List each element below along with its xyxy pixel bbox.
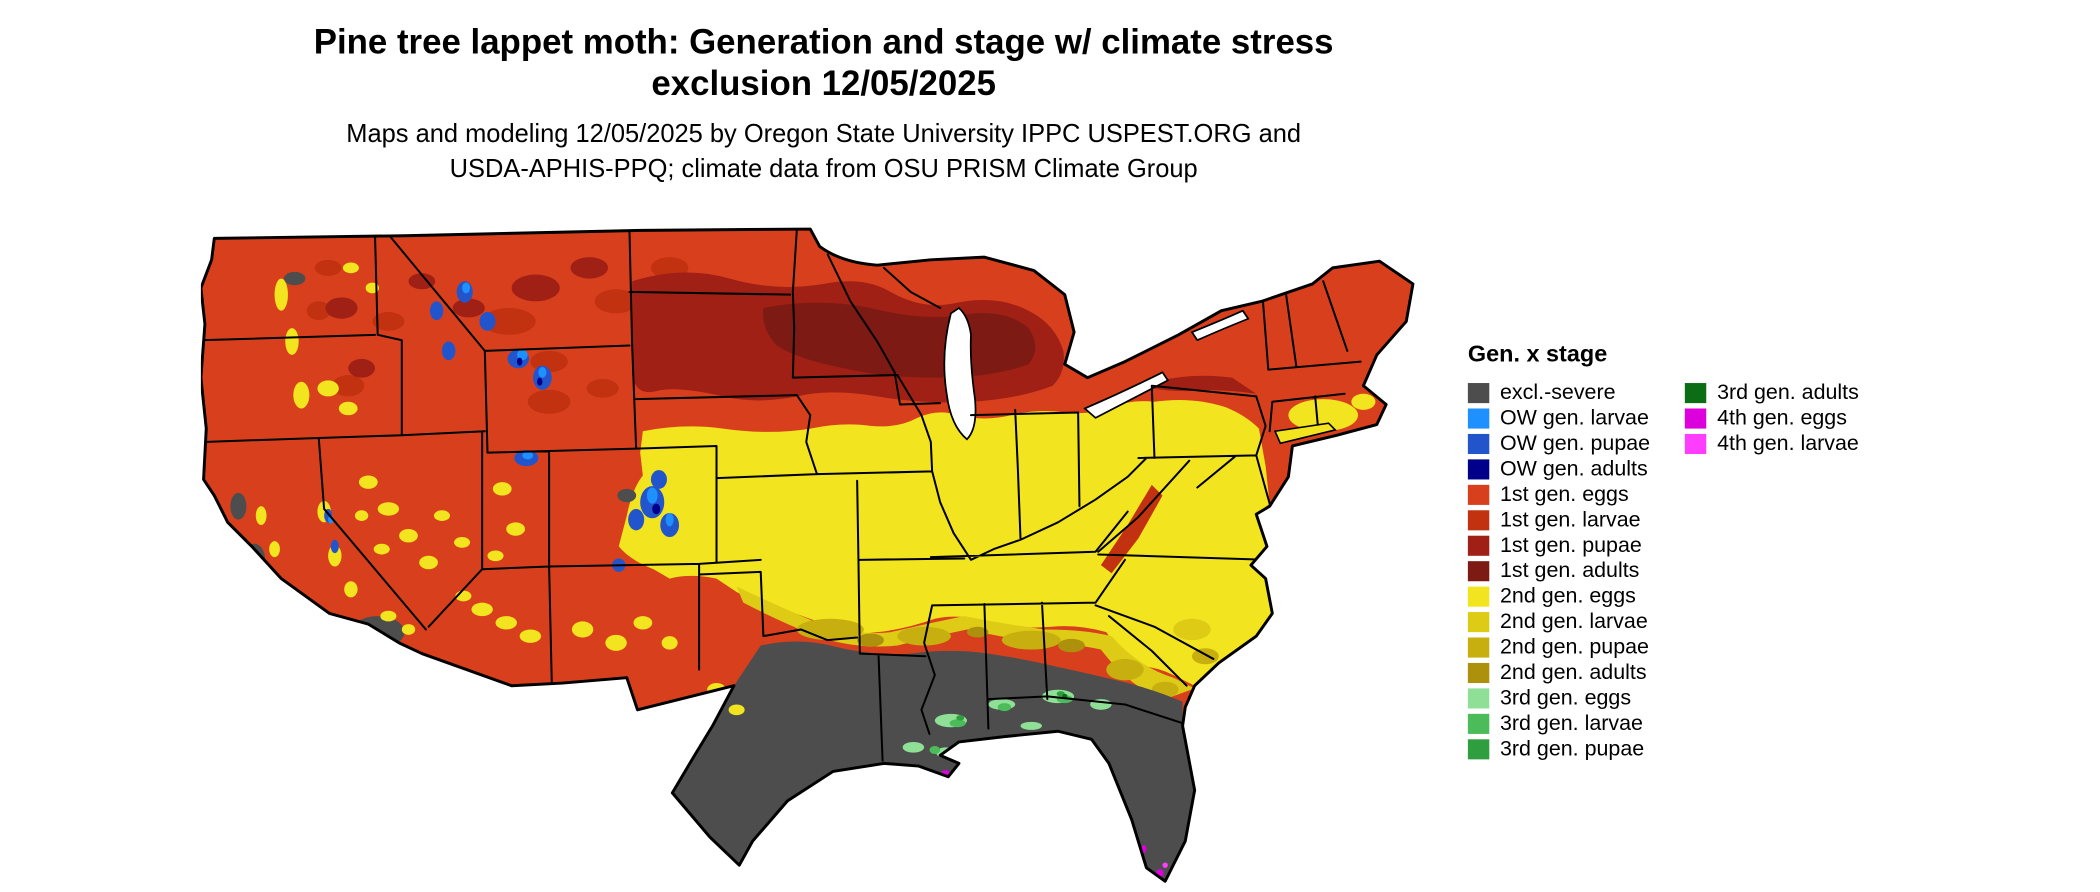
- legend-swatch: [1684, 408, 1707, 429]
- legend-swatch: [1467, 612, 1490, 633]
- legend-swatch: [1467, 688, 1490, 709]
- zone-2nd-gen-adults: [857, 626, 1085, 653]
- legend-label: 2nd gen. adults: [1500, 660, 1647, 684]
- us-map-container: [199, 227, 1426, 892]
- legend-swatch: [1467, 510, 1490, 531]
- title-line-2: exclusion 12/05/2025: [651, 62, 996, 104]
- zone-west-yellow-speckles: [255, 262, 745, 716]
- legend-swatch: [1467, 408, 1490, 429]
- zone-2nd-gen-eggs: [618, 393, 1376, 686]
- legend: Gen. x stage excl.-severe OW gen. larvae…: [1467, 340, 2057, 762]
- legend-title: Gen. x stage: [1467, 340, 1608, 367]
- subtitle-line-2: USDA-APHIS-PPQ; climate data from OSU PR…: [449, 155, 1198, 184]
- legend-swatch: [1467, 713, 1490, 734]
- legend-swatch: [1467, 484, 1490, 505]
- legend-label: 4th gen. eggs: [1717, 406, 1847, 430]
- legend-item: OW gen. larvae: [1467, 406, 1650, 431]
- legend-label: 3rd gen. eggs: [1500, 686, 1632, 710]
- legend-label: 1st gen. larvae: [1500, 508, 1641, 532]
- legend-item: 2nd gen. pupae: [1467, 635, 1650, 660]
- legend-swatch: [1467, 739, 1490, 760]
- legend-label: excl.-severe: [1500, 381, 1616, 404]
- legend-label: 1st gen. eggs: [1500, 482, 1629, 506]
- legend-swatch: [1467, 433, 1490, 455]
- legend-swatch: [1467, 535, 1490, 556]
- legend-item: 1st gen. pupae: [1467, 533, 1650, 558]
- legend-item: 4th gen. larvae: [1684, 431, 1859, 456]
- legend-item: excl.-severe: [1467, 380, 1650, 405]
- legend-item: 3rd gen. adults: [1684, 380, 1859, 405]
- legend-label: 2nd gen. pupae: [1500, 635, 1649, 659]
- zone-ow-gen-adults: [516, 357, 661, 515]
- figure-header: Pine tree lappet moth: Generation and st…: [0, 21, 1647, 186]
- legend-item: 2nd gen. larvae: [1467, 609, 1650, 634]
- lake-michigan: [943, 306, 977, 441]
- legend-label: 2nd gen. eggs: [1500, 584, 1636, 608]
- legend-swatch: [1467, 459, 1490, 480]
- legend-item: 1st gen. larvae: [1467, 508, 1650, 533]
- legend-swatch: [1467, 383, 1490, 404]
- legend-swatch: [1467, 586, 1490, 607]
- legend-item: 2nd gen. eggs: [1467, 584, 1650, 609]
- zone-2nd-gen-larvae: [736, 586, 1211, 700]
- zone-ow-gen-larvae: [328, 282, 674, 527]
- us-outline: [199, 227, 1415, 883]
- legend-item: 1st gen. adults: [1467, 558, 1650, 583]
- zone-3rd-gen-larvae: [929, 695, 1073, 755]
- legend-swatch: [1684, 433, 1707, 455]
- lake-erie: [1083, 371, 1170, 419]
- legend-swatch: [1467, 561, 1490, 582]
- legend-swatch: [1684, 383, 1707, 404]
- legend-swatch: [1467, 662, 1490, 684]
- legend-item: 3rd gen. eggs: [1467, 686, 1650, 711]
- legend-column-2: 3rd gen. adults 4th gen. eggs 4th gen. l…: [1684, 380, 1859, 456]
- legend-item: OW gen. pupae: [1467, 431, 1651, 456]
- legend-item: 3rd gen. larvae: [1467, 711, 1650, 736]
- legend-label: 3rd gen. adults: [1717, 381, 1859, 404]
- legend-label: 3rd gen. larvae: [1500, 711, 1643, 735]
- subtitle-line-1: Maps and modeling 12/05/2025 by Oregon S…: [346, 120, 1302, 149]
- title-line-1: Pine tree lappet moth: Generation and st…: [313, 21, 1334, 62]
- us-generation-stage-map: [199, 227, 1415, 883]
- legend-label: 4th gen. larvae: [1717, 431, 1859, 455]
- legend-label: 1st gen. adults: [1500, 559, 1640, 582]
- legend-label: 3rd gen. pupae: [1500, 737, 1645, 761]
- legend-label: OW gen. pupae: [1500, 431, 1651, 455]
- legend-item: 2nd gen. adults: [1467, 660, 1650, 685]
- legend-label: 1st gen. pupae: [1500, 533, 1642, 557]
- legend-item: OW gen. adults: [1467, 457, 1650, 482]
- legend-swatch: [1467, 637, 1490, 658]
- long-island: [1273, 422, 1337, 445]
- legend-item: 3rd gen. pupae: [1467, 737, 1650, 762]
- legend-label: 2nd gen. larvae: [1500, 610, 1648, 633]
- lake-ontario: [1190, 309, 1250, 342]
- legend-column-1: excl.-severe OW gen. larvae OW gen. pupa…: [1467, 380, 1651, 762]
- legend-label: OW gen. adults: [1500, 457, 1648, 481]
- state-boundaries: [202, 229, 1362, 762]
- legend-item: 4th gen. eggs: [1684, 406, 1859, 431]
- zone-3rd-gen-pupae: [956, 691, 1065, 721]
- legend-item: 1st gen. eggs: [1467, 482, 1650, 507]
- legend-label: OW gen. larvae: [1500, 406, 1649, 430]
- great-lakes-water: [943, 306, 1250, 441]
